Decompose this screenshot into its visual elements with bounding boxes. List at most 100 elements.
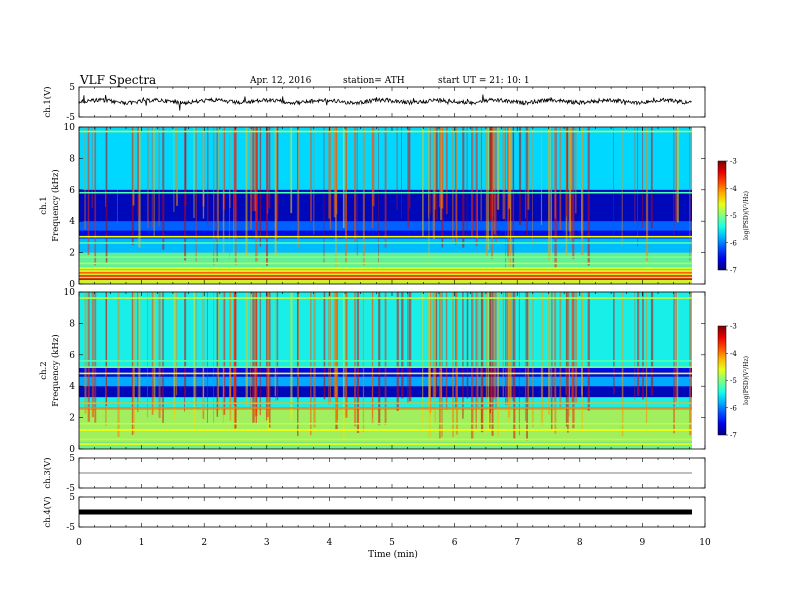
- x-tick-label: 8: [577, 538, 583, 548]
- ch2-spectrogram-line: [79, 372, 692, 375]
- ch2-spectrogram-burst: [362, 292, 365, 433]
- ch1-spectrogram-burst: [642, 127, 643, 229]
- ch2-spectrogram-burst: [510, 292, 511, 408]
- ch1-spectrogram-burst: [296, 127, 300, 249]
- ch2-spectrogram-burst: [356, 292, 360, 433]
- ch2-spectrogram-burst: [87, 292, 90, 422]
- ch1-spectrogram-burst: [216, 127, 219, 244]
- ch1-spectrogram-burst: [559, 127, 562, 231]
- ch2-spectrogram-burst: [384, 292, 387, 425]
- ch2-spectrogram-colorbar-tick: -4: [730, 350, 737, 358]
- ch1-spectrogram-burst: [645, 127, 649, 261]
- x-tick-label: 1: [139, 538, 145, 548]
- ch1-spectrogram-burst: [497, 127, 500, 210]
- ch1-spectrogram-ytick: 2: [69, 249, 75, 259]
- ch2-spectrogram-burst: [581, 292, 583, 396]
- ch1-spectrogram-ytick: 6: [69, 186, 75, 196]
- ch1-spectrogram-burst: [323, 127, 325, 265]
- ch1-spectrogram-burst: [502, 127, 505, 220]
- ch1-spectrogram-ytick: 8: [69, 154, 75, 164]
- ch1-spectrogram-colorbar-tick: -4: [730, 185, 737, 193]
- ch1-spectrogram-burst: [621, 127, 623, 246]
- ch2-spectrogram-burst: [540, 292, 544, 426]
- ch2-spectrogram-colorbar-tick: -3: [730, 323, 737, 331]
- ch1-spectrogram-burst: [454, 127, 457, 245]
- date-label: Apr. 12, 2016: [249, 76, 312, 86]
- ch2-spectrogram-burst: [313, 292, 316, 428]
- ch1-spectrogram-burst: [471, 127, 474, 237]
- ch2-spectrogram-burst: [673, 292, 675, 434]
- ch4-waveform-ytick: -5: [66, 523, 75, 533]
- x-tick-label: 6: [452, 538, 458, 548]
- ch1-spectrogram-burst: [435, 127, 438, 220]
- ch1-spectrogram-colorbar-tick: -6: [730, 239, 737, 247]
- ch2-spectrogram-burst: [408, 292, 412, 402]
- panel-ch2-spectrogram: 0 2 4 6 8 10 ch.2 Frequency (kHz) -3 -4 -5 -6 -7 log(…: [39, 288, 750, 455]
- ch3-waveform-ytick: 5: [69, 454, 75, 464]
- station-label: station= ATH: [343, 76, 405, 86]
- ch1-spectrogram-burst: [105, 127, 106, 207]
- ch2-spectrogram-burst: [526, 292, 528, 441]
- ch1-spectrogram-burst: [229, 127, 231, 208]
- ch2-spectrogram-burst: [489, 292, 492, 414]
- ch1-spectrogram-burst: [677, 127, 679, 223]
- ch2-spectrogram-burst: [173, 292, 176, 420]
- ch2-spectrogram-burst: [401, 292, 404, 399]
- ch1-spectrogram-burst: [176, 127, 179, 206]
- ch1-spectrogram-burst: [342, 127, 345, 228]
- x-tick-label: 4: [327, 538, 333, 548]
- ch1-spectrogram-burst: [495, 127, 497, 244]
- ch1-spectrogram-burst: [84, 127, 86, 230]
- ch2-spectrogram-burst: [565, 292, 568, 427]
- ch1-spectrogram-burst: [255, 127, 258, 232]
- ch1-spectrogram-burst: [250, 127, 252, 230]
- ch2-spectrogram-burst: [354, 292, 357, 427]
- ch2-spectrogram-line: [79, 407, 692, 409]
- ch2-spectrogram-burst: [497, 292, 499, 437]
- ch2-spectrogram-burst: [455, 292, 459, 435]
- ch2-spectrogram-burst: [689, 292, 692, 436]
- ch2-spectrogram-burst: [396, 292, 399, 411]
- ch2-spectrogram-burst: [274, 292, 276, 397]
- ch2-spectrogram-burst: [466, 292, 469, 399]
- ch1-spectrogram-burst: [565, 127, 569, 217]
- ch1-spectrogram-line: [79, 275, 692, 277]
- ch1-spectrogram-colorbar-tick: -5: [730, 212, 737, 220]
- ch2-spectrogram-burst: [151, 292, 154, 415]
- ch1-spectrogram-colorbar-tick: -3: [730, 158, 737, 166]
- ch2-spectrogram-ytick: 4: [69, 382, 75, 392]
- ch2-spectrogram-ytick: 2: [69, 414, 75, 424]
- ch2-spectrogram-burst: [131, 292, 134, 435]
- ch1-spectrogram-burst: [105, 127, 108, 264]
- ch1-spectrogram-burst: [567, 127, 568, 234]
- ch1-spectrogram-burst: [252, 127, 255, 212]
- ch2-spectrogram-burst: [634, 292, 636, 401]
- ch2-spectrogram-burst: [138, 292, 141, 401]
- ch2-spectrogram-burst: [378, 292, 381, 426]
- ch2-spectrogram-burst: [675, 292, 677, 402]
- ch1-spectrogram-burst: [675, 127, 678, 222]
- ch1-spectrogram-line: [79, 130, 692, 133]
- ch2-spectrogram-burst: [507, 292, 509, 405]
- ch1-spectrogram-line: [79, 267, 692, 269]
- ch1-spectrogram-burst: [689, 127, 691, 261]
- ch2-spectrogram-burst: [277, 292, 279, 401]
- ch1-spectrogram-burst: [634, 127, 636, 225]
- ch1-spectrogram-burst: [487, 127, 489, 251]
- ch1-spectrogram-colorbar-tick: -7: [730, 267, 737, 275]
- ch2-spectrogram-burst: [495, 292, 497, 409]
- ch1-spectrogram-burst: [313, 127, 315, 235]
- ch2-spectrogram-ytick: 0: [69, 445, 75, 455]
- ch2-spectrogram-burst: [445, 292, 448, 410]
- ch1-spectrogram-burst: [587, 127, 590, 266]
- ch2-spectrogram-burst: [493, 292, 496, 400]
- ch1-spectrogram-line: [79, 278, 692, 280]
- ch1-spectrogram-burst: [372, 127, 375, 207]
- ch2-spectrogram-burst: [310, 292, 312, 436]
- ch1-spectrogram-burst: [480, 127, 482, 223]
- ch2-spectrogram-burst: [229, 292, 232, 408]
- ch1-spectrogram-burst: [408, 127, 411, 209]
- ch2-spectrogram-burst: [252, 292, 255, 423]
- ch2-spectrogram-burst: [524, 292, 526, 422]
